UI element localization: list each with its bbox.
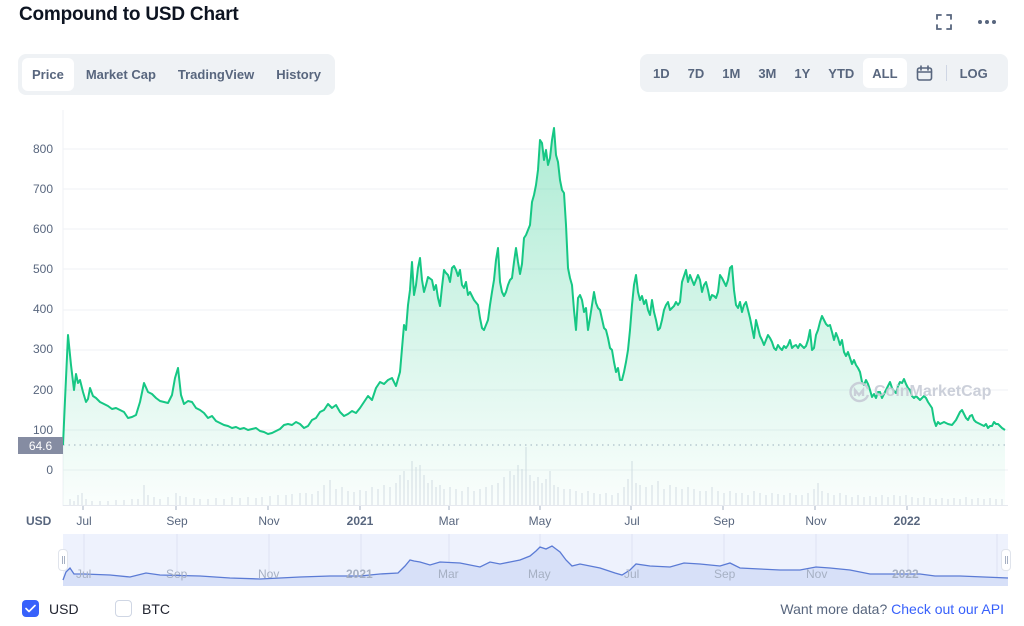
api-prompt: Want more data?: [780, 601, 892, 617]
watermark-text: CoinMarketCap: [874, 383, 992, 400]
range-7d[interactable]: 7D: [687, 65, 705, 81]
api-link[interactable]: Check out our API: [891, 601, 1004, 617]
range-all[interactable]: ALL: [863, 58, 907, 88]
x-tick: Mar: [438, 514, 460, 528]
range-ytd[interactable]: YTD: [828, 65, 855, 81]
x-tick: 2022: [893, 514, 921, 528]
legend-btc[interactable]: BTC: [115, 600, 170, 617]
x-tick: May: [528, 514, 552, 528]
range-divider: [945, 65, 947, 81]
more-button[interactable]: [975, 10, 999, 34]
legend-usd[interactable]: USD: [22, 600, 79, 617]
log-toggle[interactable]: LOG: [959, 65, 988, 81]
range-1y[interactable]: 1Y: [794, 65, 811, 81]
range-1m[interactable]: 1M: [722, 65, 741, 81]
x-tick: Nov: [258, 514, 280, 528]
fullscreen-button[interactable]: [932, 10, 956, 34]
y-tick-600: 600: [32, 222, 53, 236]
nav-label: Nov: [258, 567, 280, 581]
y-tick-0: 0: [46, 463, 53, 477]
range-1d[interactable]: 1D: [653, 65, 670, 81]
btc-checkbox[interactable]: [115, 600, 132, 617]
nav-label: 2021: [346, 567, 373, 581]
coinmarketcap-logo-icon: [849, 381, 870, 403]
x-tick: Nov: [805, 514, 827, 528]
calendar-icon: [916, 64, 932, 81]
api-promo: Want more data? Check out our API: [780, 601, 1004, 617]
btc-label: BTC: [142, 600, 170, 617]
range-selector: 1D 7D 1M 3M 1Y YTD ALL LOG: [640, 54, 1008, 92]
calendar-button[interactable]: [907, 58, 942, 88]
tab-market-cap[interactable]: Market Cap: [85, 67, 156, 82]
watermark: CoinMarketCap: [848, 380, 991, 404]
x-tick: Jul: [76, 514, 92, 528]
nav-label: Mar: [438, 567, 459, 581]
nav-label: Jul: [624, 567, 640, 581]
checkmark-icon: [25, 604, 36, 613]
y-tick-300: 300: [32, 342, 53, 356]
y-tick-800: 800: [32, 142, 53, 156]
last-price-label: 64.6: [18, 437, 63, 454]
navigator-left-handle[interactable]: [58, 549, 68, 571]
usd-checkbox[interactable]: [22, 600, 39, 617]
nav-label: Jul: [76, 567, 92, 581]
nav-label: Sep: [166, 567, 188, 581]
navigator-labels: Jul Sep Nov 2021 Mar May Jul Sep Nov 202…: [0, 567, 1024, 583]
x-tick: Jul: [624, 514, 640, 528]
y-tick-400: 400: [32, 302, 53, 316]
chart-tabs: Price Market Cap TradingView History: [18, 54, 336, 95]
y-tick-700: 700: [32, 182, 53, 196]
tab-tradingview[interactable]: TradingView: [177, 67, 255, 82]
range-navigator: [62, 534, 1009, 586]
nav-label: Nov: [806, 567, 828, 581]
x-tick: Sep: [713, 514, 735, 528]
nav-label: 2022: [892, 567, 919, 581]
x-tick: 2021: [346, 514, 374, 528]
tab-price[interactable]: Price: [22, 58, 74, 91]
price-chart[interactable]: [0, 0, 1024, 600]
price-area: [63, 128, 1005, 505]
expand-icon: [936, 14, 952, 30]
more-horizontal-icon: [978, 20, 996, 24]
y-tick-200: 200: [32, 383, 53, 397]
navigator-right-handle[interactable]: [1001, 549, 1011, 571]
x-tick: Sep: [166, 514, 188, 528]
usd-label: USD: [49, 600, 79, 617]
nav-label: May: [528, 567, 551, 581]
range-3m[interactable]: 3M: [758, 65, 777, 81]
nav-label: Sep: [714, 567, 736, 581]
axis-currency-label: USD: [26, 514, 52, 528]
y-tick-500: 500: [32, 262, 53, 276]
y-tick-100: 100: [32, 423, 53, 437]
page-title: Compound to USD Chart: [19, 4, 239, 25]
tab-history[interactable]: History: [276, 67, 322, 82]
